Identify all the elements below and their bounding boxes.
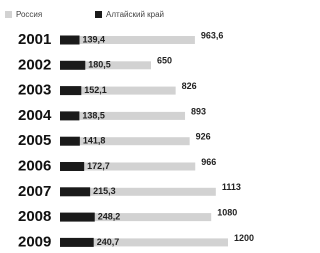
value-label: 826	[182, 81, 197, 91]
value-label: 180,5	[88, 60, 111, 70]
value-label: 1113	[222, 182, 241, 192]
value-label: 139,4	[83, 34, 106, 44]
value-label: 963,6	[201, 30, 224, 40]
bar	[60, 162, 84, 171]
value-label: 966	[201, 157, 216, 167]
year-label: 2006	[18, 157, 51, 174]
value-label: 141,8	[83, 136, 106, 146]
year-label: 2001	[18, 31, 51, 48]
bar	[60, 238, 94, 247]
bar	[60, 61, 85, 70]
legend-swatch	[95, 11, 102, 18]
legend-swatch	[5, 11, 12, 18]
year-label: 2007	[18, 183, 51, 200]
value-label: 138,5	[82, 110, 105, 120]
bar	[60, 187, 90, 196]
year-label: 2005	[18, 132, 51, 149]
year-label: 2009	[18, 233, 51, 250]
page: Россия Алтайский край 2001 963,6 139,4 2002 65…	[0, 0, 320, 253]
value-label: 926	[196, 132, 211, 142]
value-label: 215,3	[93, 186, 116, 196]
year-label: 2002	[18, 56, 51, 73]
value-label: 1200	[234, 233, 254, 243]
value-label: 893	[191, 106, 206, 116]
bar	[60, 36, 195, 44]
bar	[60, 86, 81, 95]
chart: Россия Алтайский край 2001 963,6 139,4 2002 65…	[0, 0, 269, 253]
year-label: 2003	[18, 82, 51, 99]
year-label: 2008	[18, 208, 51, 225]
legend-label: Алтайский край	[106, 10, 164, 19]
legend-label: Россия	[16, 10, 42, 19]
bar	[60, 213, 95, 222]
bar	[60, 137, 80, 146]
value-label: 152,1	[84, 85, 107, 95]
bar	[60, 36, 80, 45]
value-label: 240,7	[97, 237, 120, 247]
value-label: 1080	[217, 207, 237, 217]
value-label: 650	[157, 56, 172, 66]
year-label: 2004	[18, 107, 52, 124]
value-label: 172,7	[87, 161, 110, 171]
value-label: 248,2	[98, 211, 121, 221]
bar	[60, 111, 79, 120]
